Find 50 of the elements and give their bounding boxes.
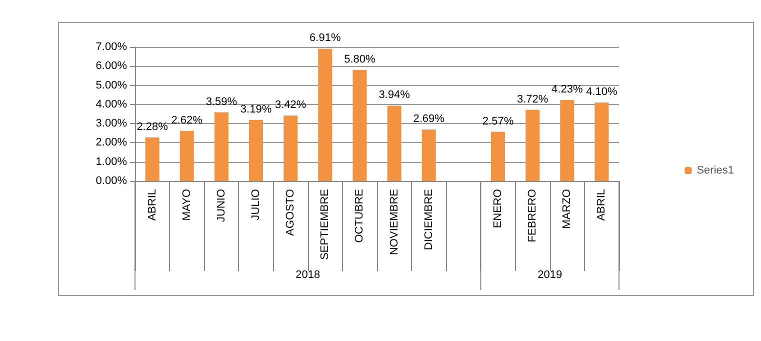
data-label: 3.59% [206,96,238,108]
data-label: 3.72% [516,93,548,106]
bar [180,130,194,181]
x-tick-label: NOVIEMBRE [388,189,400,256]
bar [249,120,263,181]
y-tick-label: 5.00% [96,79,128,92]
bar [491,132,505,181]
bar [352,70,367,181]
data-label: 2.57% [482,115,514,128]
x-tick-label: ABRIL [596,189,608,221]
x-tick-label: JULIO [250,188,262,220]
x-tick-label: JUNIO [215,188,228,222]
x-tick-label: ENERO [492,188,504,228]
x-tick-label: MAYO [180,188,193,221]
data-label: 4.10% [586,86,618,98]
data-label: 2.69% [413,113,445,126]
data-label: 3.94% [378,89,410,102]
bar [422,130,436,181]
bar [284,116,298,181]
x-tick-label: AGOSTO [284,188,297,236]
bar [526,110,540,181]
y-tick-label: 1.00% [96,156,128,168]
data-label: 4.23% [552,84,583,96]
data-label: 3.19% [240,103,272,116]
data-label: 5.80% [344,53,376,66]
x-tick-label: ABRIL [146,189,158,221]
y-tick-label: 3.00% [96,118,128,130]
x-tick-label: MARZO [561,188,574,229]
y-tick-label: 4.00% [96,98,128,110]
x-tick-label: SEPTIEMBRE [319,189,332,260]
x-tick-label: DICIEMBRE [422,189,435,250]
bar [560,100,574,181]
x-tick-label: OCTUBRE [354,189,366,243]
y-tick-label: 7.00% [96,41,128,53]
bar [594,102,609,181]
text: 2019 [538,269,562,281]
bar [145,137,160,181]
data-label: 3.42% [274,99,306,112]
y-tick-label: 6.00% [96,60,128,72]
y-tick-label: 0.00% [96,175,128,187]
data-label: 2.28% [136,120,168,133]
data-label: 2.62% [171,114,203,126]
x-tick-label: FEBRERO [526,188,539,242]
bar [387,106,402,181]
legend-label: Series1 [696,164,734,176]
bar [318,48,332,181]
bar [214,112,228,181]
text: 2018 [296,269,320,281]
y-tick-label: 2.00% [96,136,128,149]
data-label: 6.91% [310,32,341,44]
